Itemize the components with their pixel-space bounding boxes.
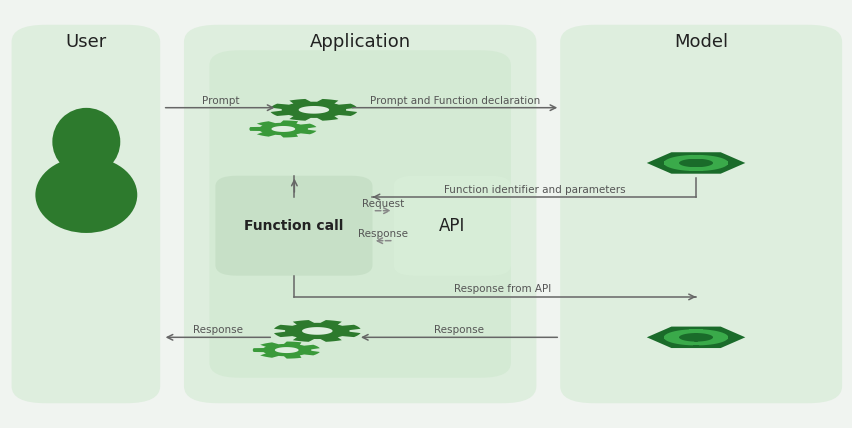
Polygon shape [713, 336, 728, 339]
Polygon shape [253, 342, 320, 359]
Polygon shape [664, 163, 694, 171]
Polygon shape [689, 167, 703, 171]
FancyBboxPatch shape [12, 25, 160, 403]
Polygon shape [271, 99, 357, 121]
FancyBboxPatch shape [184, 25, 537, 403]
Polygon shape [272, 126, 296, 132]
Polygon shape [664, 338, 694, 345]
Polygon shape [664, 336, 679, 339]
Polygon shape [688, 335, 705, 339]
Text: Function call: Function call [245, 219, 343, 233]
Polygon shape [698, 329, 728, 337]
Text: Application: Application [309, 33, 411, 51]
Text: User: User [66, 33, 106, 51]
Polygon shape [689, 342, 703, 345]
Text: Response: Response [358, 229, 408, 238]
Polygon shape [302, 327, 332, 335]
Text: Function identifier and parameters: Function identifier and parameters [444, 185, 625, 195]
Text: API: API [439, 217, 465, 235]
Polygon shape [698, 163, 728, 171]
Polygon shape [647, 152, 746, 174]
Text: Request: Request [362, 199, 404, 208]
FancyBboxPatch shape [394, 176, 511, 276]
Polygon shape [698, 338, 728, 345]
Text: Prompt: Prompt [202, 95, 239, 106]
Polygon shape [250, 120, 316, 137]
Text: Response: Response [435, 325, 484, 335]
Polygon shape [664, 329, 694, 337]
Polygon shape [713, 161, 728, 165]
Text: Model: Model [674, 33, 728, 51]
Text: Response from API: Response from API [454, 283, 551, 294]
FancyBboxPatch shape [216, 176, 372, 276]
Ellipse shape [52, 108, 120, 175]
FancyBboxPatch shape [560, 25, 842, 403]
Polygon shape [689, 155, 703, 159]
Ellipse shape [35, 157, 137, 233]
Polygon shape [274, 320, 360, 342]
Polygon shape [689, 329, 703, 333]
FancyBboxPatch shape [210, 50, 511, 378]
Text: Response: Response [193, 325, 243, 335]
Polygon shape [647, 327, 746, 348]
Polygon shape [698, 155, 728, 163]
Polygon shape [688, 161, 705, 165]
Text: Prompt and Function declaration: Prompt and Function declaration [370, 95, 540, 106]
Polygon shape [664, 161, 679, 165]
Polygon shape [664, 155, 694, 163]
Polygon shape [299, 106, 329, 114]
Polygon shape [275, 347, 298, 353]
